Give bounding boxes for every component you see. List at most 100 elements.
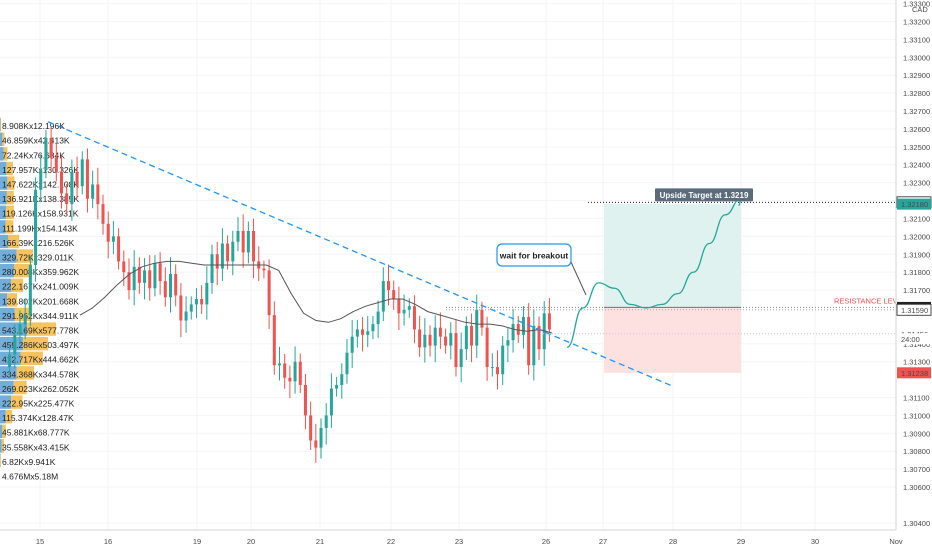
- currency-label: CAD: [912, 5, 928, 14]
- candle: [418, 329, 422, 348]
- candle: [148, 270, 152, 289]
- candle: [85, 159, 89, 199]
- candle: [137, 266, 141, 283]
- stop-zone[interactable]: [604, 307, 741, 373]
- volume-profile-sell-bar: [6, 161, 13, 176]
- price-badge[interactable]: [896, 303, 932, 316]
- volume-profile-buy-bar: [0, 176, 8, 190]
- candle: [433, 327, 437, 346]
- candle: [278, 363, 281, 366]
- volume-profile-sell-bar: [14, 307, 32, 322]
- candle: [303, 384, 307, 416]
- candle: [220, 243, 224, 269]
- candle: [438, 327, 442, 337]
- volume-profile-label: 222.95Kx225.477K: [2, 399, 75, 409]
- volume-profile-sell-bar: [16, 249, 33, 263]
- moving-average: [79, 260, 553, 334]
- candle: [75, 171, 79, 187]
- volume-profile-buy-bar: [0, 249, 17, 263]
- price-axis[interactable]: [896, 0, 932, 550]
- candle: [532, 325, 536, 366]
- y-tick-label: 1.31300: [903, 358, 930, 367]
- candle: [454, 333, 458, 368]
- y-tick-label: 1.33200: [903, 17, 930, 26]
- candle: [324, 415, 328, 428]
- candle: [309, 415, 313, 441]
- volume-profile-sell-bar: [11, 278, 24, 292]
- candle: [283, 363, 287, 378]
- y-tick-label: 1.31700: [903, 286, 930, 295]
- callout-box[interactable]: [496, 243, 572, 267]
- resistance-label: RESISTANCE LEVEL: [834, 296, 907, 305]
- volume-profile-sell-bar: [27, 322, 57, 336]
- y-tick-label: 1.32300: [903, 179, 930, 188]
- volume-profile-label: 119.126Kx158.931K: [2, 209, 79, 219]
- target-label-box[interactable]: [655, 188, 753, 202]
- candle: [475, 309, 479, 346]
- volume-profile-sell-bar: [22, 337, 49, 351]
- callout-pointer: [570, 261, 587, 296]
- y-tick-label: 1.33300: [903, 0, 930, 9]
- candle: [366, 331, 370, 335]
- projected-path[interactable]: [566, 198, 742, 349]
- volume-profile-sell-bar: [0, 118, 2, 132]
- candle: [127, 272, 131, 291]
- annotations: Upside Target at 1.3219 wait for breakout…: [496, 188, 907, 305]
- volume-profile-label: 291.962Kx344.911K: [2, 311, 79, 321]
- price-badge-label: 24:00: [901, 335, 920, 344]
- candle: [387, 281, 390, 291]
- volume-profile-label: 543.169Kx577.778K: [2, 326, 79, 336]
- candle: [412, 306, 416, 330]
- candle: [392, 290, 396, 300]
- descending-trendline[interactable]: [47, 121, 675, 388]
- candle: [179, 295, 183, 321]
- candle: [184, 311, 188, 321]
- volume-profile-sell-bar: [2, 132, 5, 146]
- volume-profile-buy-bar: [0, 264, 15, 278]
- x-tick-label: 28: [669, 537, 677, 546]
- volume-profile-label: 35.558Kx43.415K: [2, 442, 70, 452]
- candle: [174, 273, 178, 296]
- candle: [329, 388, 333, 416]
- candle: [111, 236, 115, 242]
- volume-profile-buy-bar: [0, 337, 23, 351]
- candle: [169, 273, 172, 298]
- price-badge[interactable]: [897, 333, 931, 345]
- volume-profile-sell-bar: [20, 351, 43, 365]
- volume-profile-label: 4.676Mx5.18M: [2, 472, 58, 482]
- candle: [44, 137, 48, 171]
- volume-profile-buy-bar: [0, 205, 6, 219]
- candle: [23, 315, 27, 325]
- price-badge[interactable]: [897, 367, 931, 379]
- y-tick-label: 1.32100: [903, 214, 930, 223]
- candle: [444, 336, 448, 346]
- target-zone[interactable]: [604, 204, 741, 308]
- candle: [314, 440, 318, 448]
- candle: [262, 268, 266, 271]
- candle: [506, 340, 510, 346]
- price-badge-label: 1.31590: [901, 306, 928, 315]
- x-tick-label: 21: [316, 537, 324, 546]
- candle: [397, 299, 401, 314]
- candle: [459, 349, 463, 368]
- price-badge[interactable]: [897, 198, 931, 210]
- y-tick-label: 1.32700: [903, 107, 930, 116]
- volume-profile-sell-bar: [14, 264, 32, 278]
- x-tick-label: 23: [455, 537, 463, 546]
- volume-profile-sell-bar: [6, 191, 14, 205]
- volume-profile-sell-bar: [16, 366, 34, 380]
- candle: [194, 299, 198, 305]
- candle: [158, 263, 162, 282]
- candle: [381, 281, 385, 312]
- volume-profile-label: 139.802Kx201.668K: [2, 296, 79, 306]
- volume-profile-label: 111.199Kx154.143K: [2, 223, 78, 233]
- volume-profile-label: 269.023Kx262.052K: [2, 384, 79, 394]
- price-badge-label: 1.32180: [901, 200, 928, 209]
- y-tick-label: 1.32500: [903, 143, 930, 152]
- candle: [516, 324, 520, 335]
- x-tick-label: 27: [599, 537, 607, 546]
- candle: [496, 367, 499, 375]
- candle: [143, 270, 147, 283]
